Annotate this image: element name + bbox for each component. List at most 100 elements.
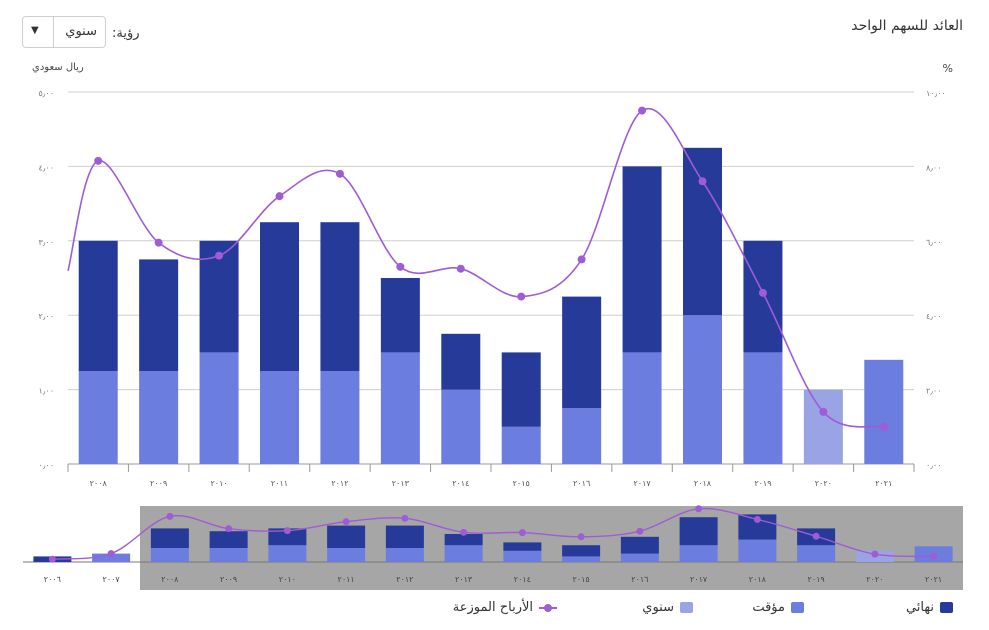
x-tick-label: ٢٠١٤ [452, 479, 469, 488]
y-left-tick-label: ١٫٠٠ [39, 387, 55, 396]
bar-final [320, 222, 360, 371]
bar-interim [743, 352, 783, 464]
dividends-point [517, 292, 526, 301]
navigator-bar-final [385, 525, 424, 548]
navigator-dividends-point [518, 529, 526, 537]
y-right-tick-label: ٠٫٠٠ [926, 461, 942, 470]
navigator-bar-final [327, 525, 366, 548]
navigator-dividends-point [342, 518, 350, 526]
navigator-dividends-point [166, 512, 174, 520]
x-tick-label: ٢٠٠٨ [90, 479, 108, 488]
dividends-line [67, 107, 884, 428]
navigator-dividends-point [48, 555, 56, 563]
navigator-bar-interim [738, 539, 777, 562]
bar-final [622, 166, 662, 353]
legend-item-annual[interactable]: سنوي [642, 600, 693, 615]
bar-interim [683, 315, 722, 464]
x-tick-label: ٢٠٢٠ [815, 479, 832, 488]
navigator-tick-label: ٢٠٢١ [925, 575, 942, 584]
x-tick-label: ٢٠١٩ [754, 479, 771, 488]
x-tick-label: ٢٠١٦ [573, 479, 590, 488]
chart-canvas: ٠٫٠٠ ١٫٠٠ ٢٫٠٠ ٣٫٠٠ ٤٫٠٠ ٥٫٠٠ ٠٫٠٠ ٢٫٠٠ ٤٫٠٠ ٦٫٠٠… [23, 89, 963, 590]
legend-label-dividends: الأرباح الموزعة [452, 600, 533, 615]
navigator-dividends-point [930, 552, 938, 560]
bar-final [260, 222, 299, 371]
bar-final [380, 278, 420, 353]
legend-label-interim: مؤقت [752, 600, 785, 615]
chart-title: العائد للسهم الواحد [851, 18, 963, 34]
bar-interim [139, 371, 179, 464]
navigator-tick-label: ٢٠١٦ [631, 575, 648, 584]
view-label: رؤية: [112, 26, 140, 41]
legend-swatch-annual [680, 602, 693, 613]
y-right-tick-label: ٦٫٠٠ [926, 238, 942, 247]
y-right-tick-label: ٢٫٠٠ [926, 387, 942, 396]
navigator-bar-final [150, 528, 189, 548]
y-left-tick-label: ٣٫٠٠ [39, 238, 55, 247]
navigator-bar-interim [150, 548, 189, 562]
navigator-tick-label: ٢٠١٥ [573, 575, 590, 584]
navigator: ٢٠٠٦ ٢٠٠٧ ٢٠٠٨ ٢٠٠٩ ٢٠١٠ ٢٠١١ ٢٠١٢ ٢٠١٣ ٢٠١٤ ٢٠١٥… [23, 505, 963, 590]
dividends-point [879, 422, 888, 431]
navigator-tick-label: ٢٠١٢ [396, 575, 413, 584]
navigator-tick-label: ٢٠١٠ [279, 575, 296, 584]
navigator-tick-label: ٢٠٢٠ [866, 575, 883, 584]
navigator-dividends-point [871, 550, 879, 558]
x-tick-label: ٢٠١٣ [392, 479, 410, 488]
navigator-tick-label: ٢٠١٣ [455, 575, 473, 584]
navigator-tick-label: ٢٠٠٧ [103, 575, 121, 584]
view-select[interactable]: سنوي ▼ [22, 16, 106, 48]
bar-interim [260, 371, 299, 464]
navigator-tick-label: ٢٠١١ [338, 575, 355, 584]
dividends-point [154, 238, 163, 247]
navigator-dividends-point [753, 515, 761, 523]
dividends-point [819, 407, 828, 416]
bar-interim [380, 352, 420, 464]
x-tick-label: ٢٠١٠ [210, 479, 227, 488]
navigator-dividends-point [107, 550, 115, 558]
y-right-tick-label: ٤٫٠٠ [926, 312, 942, 321]
navigator-tick-label: ٢٠١٤ [514, 575, 531, 584]
navigator-dividends-line [52, 507, 934, 560]
dividends-point [577, 255, 586, 264]
x-tick-label: ٢٠١١ [271, 479, 288, 488]
navigator-bar-final [444, 534, 483, 546]
navigator-bar-final [268, 528, 307, 546]
bar-final [78, 240, 118, 371]
dividends-point [335, 169, 344, 178]
navigator-bar-final [679, 517, 718, 546]
bar-interim [199, 352, 239, 464]
legend-item-dividends[interactable]: الأرباح الموزعة [453, 600, 557, 615]
dividends-point [396, 262, 405, 271]
bar-interim [864, 359, 904, 464]
dividends-point [698, 177, 707, 186]
navigator-bar-final [620, 536, 659, 554]
legend-label-annual: سنوي [642, 600, 674, 615]
dividends-point [94, 156, 103, 165]
legend-swatch-interim [791, 602, 804, 613]
x-tick-label: ٢٠٠٩ [150, 479, 167, 488]
navigator-bar-interim [620, 553, 659, 562]
navigator-tick-label: ٢٠١٧ [690, 575, 708, 584]
navigator-bar-interim [679, 545, 718, 562]
navigator-selection [140, 506, 963, 590]
dividends-point [456, 264, 465, 273]
x-tick-label: ٢٠١٧ [633, 479, 651, 488]
legend-item-interim[interactable]: مؤقت [752, 600, 804, 615]
navigator-bar-final [503, 542, 542, 551]
y-left-tick-label: ٢٫٠٠ [39, 312, 55, 321]
x-tick-label: ٢٠١٢ [331, 479, 348, 488]
view-select-divider [53, 17, 54, 47]
bar-interim [78, 371, 118, 464]
navigator-tick-label: ٢٠١٩ [808, 575, 825, 584]
navigator-bar-interim [268, 545, 307, 562]
dividends-point [275, 192, 284, 201]
chevron-down-icon[interactable]: ▼ [31, 25, 39, 36]
legend-item-final[interactable]: نهائي [906, 600, 953, 615]
y-right-tick-label: ٨٫٠٠ [926, 163, 942, 172]
navigator-bar-interim [385, 548, 424, 562]
navigator-dividends-point [283, 527, 291, 535]
y-left-tick-label: ٤٫٠٠ [39, 163, 55, 172]
x-tick-label: ٢٠١٥ [513, 479, 530, 488]
y-left-unit: ريال سعودي [32, 62, 84, 73]
